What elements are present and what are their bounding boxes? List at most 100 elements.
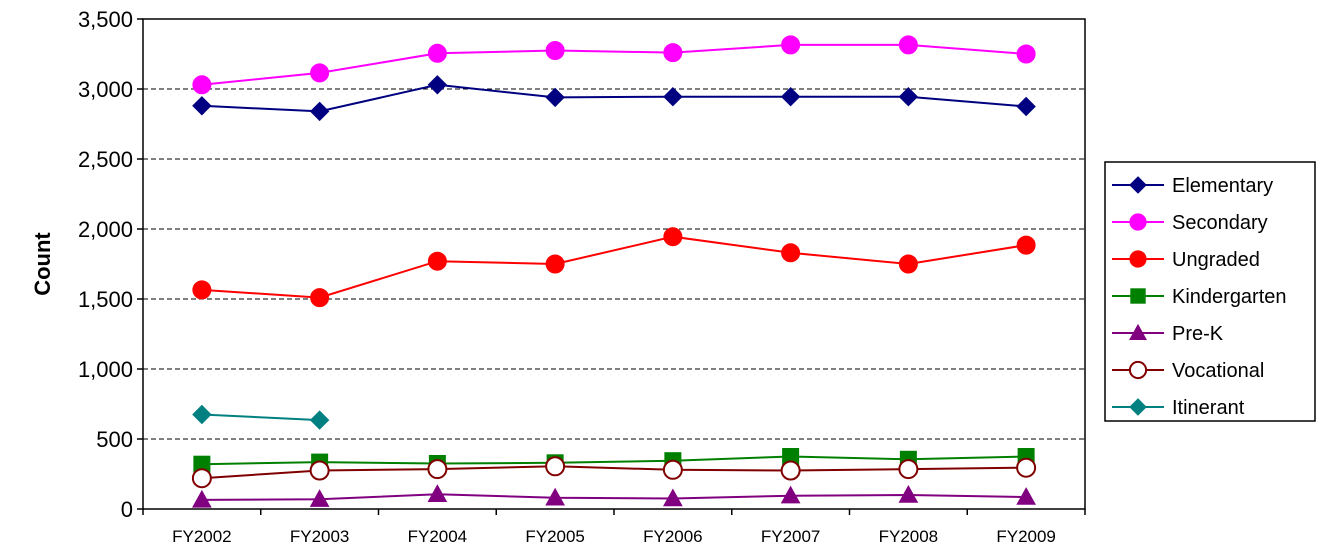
data-point [545, 487, 565, 506]
y-tick-label: 0 [121, 497, 133, 522]
data-point [663, 86, 683, 107]
legend-item-secondary: Secondary [1112, 212, 1268, 234]
series-line [201, 413, 320, 422]
y-tick-label: 500 [96, 427, 133, 452]
data-point [1016, 96, 1036, 117]
data-point [192, 96, 212, 116]
data-point [310, 63, 330, 83]
data-point [898, 484, 919, 503]
data-point [1016, 44, 1036, 64]
gridlines [143, 88, 1085, 440]
data-point [1016, 487, 1036, 505]
y-tick-label: 1,000 [78, 357, 133, 382]
y-tick-label: 2,000 [78, 217, 133, 242]
x-tick-label: FY2007 [761, 527, 821, 546]
data-point [310, 288, 330, 308]
y-tick-label: 2,500 [78, 147, 133, 172]
legend-item-vocational: Vocational [1112, 360, 1264, 382]
legend-label: Pre-K [1172, 323, 1224, 345]
y-tick-label: 3,500 [78, 7, 133, 32]
data-point [545, 254, 565, 274]
data-point [309, 489, 330, 507]
data-point [662, 459, 683, 480]
data-point [1129, 176, 1147, 194]
x-tick-label: FY2008 [879, 527, 939, 546]
x-tick-label: FY2006 [643, 527, 703, 546]
series-itinerant [192, 404, 330, 430]
data-point [1130, 288, 1146, 304]
data-point [309, 410, 330, 430]
data-point [192, 75, 212, 95]
series-line [201, 455, 1027, 466]
legend-item-pre-k: Pre-K [1112, 323, 1224, 345]
data-point [663, 488, 683, 507]
series-secondary [192, 35, 1036, 95]
legend-label: Secondary [1172, 212, 1268, 234]
data-point [1016, 457, 1037, 478]
x-tick-label: FY2003 [290, 527, 350, 546]
data-point [427, 75, 448, 95]
data-point [780, 460, 801, 481]
y-axis: 0 500 1,000 1,500 2,000 2,500 3,000 3,500 [78, 7, 143, 522]
legend-label: Kindergarten [1172, 286, 1287, 308]
series-vocational [191, 456, 1037, 489]
series-line [201, 43, 1027, 86]
data-point [898, 254, 918, 274]
data-point [781, 35, 801, 55]
data-point [427, 43, 447, 63]
x-axis: FY2002 FY2003 FY2004 FY2005 FY2006 FY2007 FY20… [142, 509, 1086, 546]
series-kindergarten [193, 448, 1035, 473]
data-point [309, 460, 330, 481]
data-point [1129, 250, 1147, 268]
data-point [780, 86, 801, 107]
data-point [781, 243, 801, 263]
legend-label: Itinerant [1172, 397, 1245, 419]
data-point [309, 101, 330, 122]
series-ungraded [192, 227, 1036, 308]
plot-area [142, 18, 1086, 510]
series-pre-k [192, 484, 1036, 508]
data-point [898, 35, 918, 55]
series-line [201, 235, 1027, 299]
legend-item-itinerant: Itinerant [1112, 397, 1245, 419]
legend-item-ungraded: Ungraded [1112, 249, 1260, 271]
x-tick-label: FY2004 [408, 527, 468, 546]
data-point [427, 459, 448, 480]
data-point [898, 459, 919, 480]
x-tick-label: FY2009 [996, 527, 1056, 546]
data-point [1016, 235, 1036, 255]
data-point [545, 456, 566, 477]
data-point [192, 489, 212, 508]
series-line [201, 493, 1027, 501]
data-point [663, 43, 683, 63]
data-point [663, 227, 683, 247]
y-tick-label: 3,000 [78, 77, 133, 102]
legend-item-kindergarten: Kindergarten [1112, 286, 1287, 308]
data-point [1129, 323, 1147, 340]
y-axis-title: Count [30, 232, 55, 296]
data-point [545, 41, 565, 60]
data-point [545, 87, 565, 108]
data-point [1128, 360, 1148, 380]
data-point [780, 485, 801, 504]
legend: Elementary Secondary Ungraded Kindergarten P… [1104, 161, 1316, 422]
data-point [898, 86, 919, 107]
x-tick-label: FY2005 [525, 527, 585, 546]
legend-item-elementary: Elementary [1112, 175, 1273, 197]
y-tick-label: 1,500 [78, 287, 133, 312]
data-point [191, 468, 212, 489]
data-point [1129, 213, 1147, 231]
series-line [201, 83, 1027, 113]
data-point [427, 484, 448, 502]
legend-label: Vocational [1172, 360, 1264, 382]
legend-label: Elementary [1172, 175, 1273, 197]
data-point [427, 251, 447, 271]
x-tick-label: FY2002 [172, 527, 232, 546]
legend-label: Ungraded [1172, 249, 1260, 271]
series-elementary [192, 75, 1036, 122]
data-point [192, 280, 212, 300]
series-group [191, 35, 1037, 508]
data-point [192, 404, 212, 425]
series-line [201, 465, 1027, 480]
